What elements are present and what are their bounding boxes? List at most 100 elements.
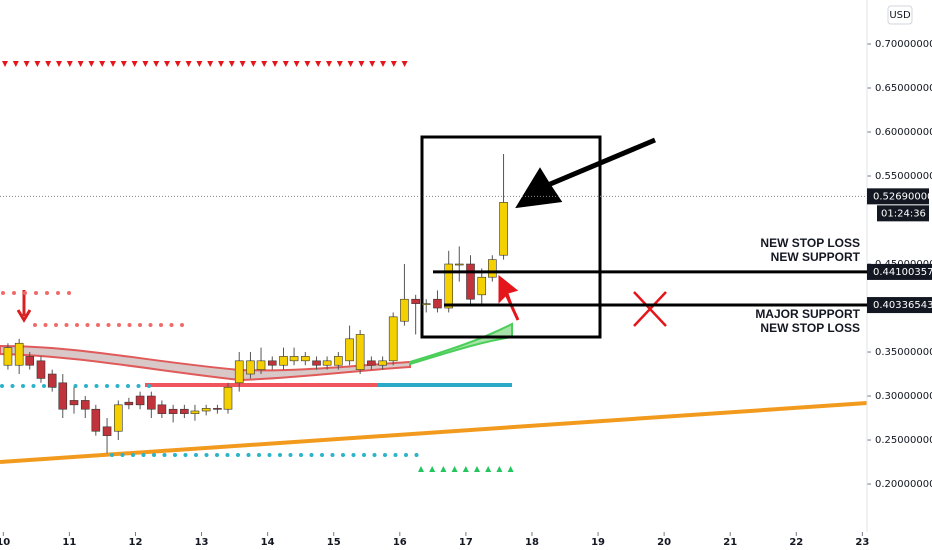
sell-marker xyxy=(250,61,257,67)
sell-marker xyxy=(282,61,289,67)
stop-dot xyxy=(73,384,78,388)
stop-dot xyxy=(236,453,240,457)
sell-marker xyxy=(315,61,322,67)
pointer-arrow xyxy=(515,137,656,209)
stop-dot xyxy=(147,384,151,388)
stop-dot xyxy=(106,323,111,327)
candle-body xyxy=(322,360,332,366)
sell-marker xyxy=(228,61,235,67)
buy-marker xyxy=(474,466,480,472)
candle-body xyxy=(400,298,409,322)
y-tick-label: 0.55000000 xyxy=(875,171,932,182)
candle-body xyxy=(113,404,123,432)
stop-dot xyxy=(414,453,419,457)
stop-dot xyxy=(267,453,272,457)
sell-marker xyxy=(304,61,311,67)
stop-dot xyxy=(120,453,125,457)
stop-dot xyxy=(96,323,100,327)
stop-dot xyxy=(34,291,38,295)
buy-marker xyxy=(496,466,503,472)
sell-marker xyxy=(261,61,268,67)
sell-marker xyxy=(401,61,408,67)
last-price-label: 0.52690000 xyxy=(873,191,932,202)
sell-marker xyxy=(12,61,19,67)
candle-body xyxy=(180,408,189,414)
sell-marker xyxy=(34,61,41,67)
buy-marker xyxy=(507,466,514,472)
stop-dot xyxy=(372,453,377,457)
x-tick-label: 21 xyxy=(723,537,737,548)
sell-marker xyxy=(272,61,278,67)
candle-body xyxy=(246,360,255,375)
sell-marker xyxy=(23,61,30,67)
sell-marker xyxy=(56,61,62,67)
x-tick-label: 13 xyxy=(195,537,209,548)
x-tick-label: 11 xyxy=(62,537,76,548)
stop-dot xyxy=(33,323,37,327)
sell-marker xyxy=(99,61,106,67)
stop-dot xyxy=(136,384,141,388)
stop-dot xyxy=(159,323,163,327)
y-tick-label: 0.30000000 xyxy=(875,391,932,402)
ma-band xyxy=(0,344,411,382)
candle-body xyxy=(91,408,101,432)
x-tick-label: 17 xyxy=(459,537,473,548)
candle-body xyxy=(345,338,354,362)
sell-marker xyxy=(293,61,300,67)
level-annotation: NEW STOP LOSS xyxy=(760,236,860,250)
candle-body xyxy=(312,360,321,366)
sell-marker xyxy=(45,61,52,67)
x-tick-label: 15 xyxy=(327,537,341,548)
candle-body xyxy=(267,360,277,366)
sell-marker xyxy=(88,61,95,67)
stop-dot xyxy=(138,323,142,327)
candle-body xyxy=(289,356,299,362)
x-tick-label: 12 xyxy=(129,537,143,548)
sell-marker xyxy=(336,61,343,67)
sell-marker xyxy=(380,61,386,67)
stop-dot xyxy=(246,453,251,457)
stop-dot xyxy=(21,384,25,388)
candle-body xyxy=(301,356,310,362)
sell-marker xyxy=(142,61,149,67)
level-annotation: NEW SUPPORT xyxy=(771,250,861,264)
stop-dot xyxy=(173,453,177,457)
candle-body xyxy=(488,259,497,278)
buy-marker xyxy=(440,466,447,472)
currency-box xyxy=(887,5,913,25)
candle-body xyxy=(223,386,233,410)
sell-marker xyxy=(358,61,365,67)
candle-body xyxy=(433,298,442,309)
stop-dot xyxy=(117,323,121,327)
y-tick-label: 0.60000000 xyxy=(875,127,932,138)
stop-dot xyxy=(126,384,130,388)
candle-body xyxy=(466,263,475,300)
x-tick-label: 20 xyxy=(657,537,671,548)
stop-dot xyxy=(351,453,356,457)
stop-dot xyxy=(204,453,209,457)
candle-body xyxy=(47,373,57,388)
buy-marker xyxy=(418,466,424,472)
stop-dot xyxy=(84,384,88,388)
stop-dot xyxy=(43,323,48,327)
sell-marker xyxy=(174,61,181,67)
candle-body xyxy=(157,404,167,414)
candle-body xyxy=(168,408,178,414)
stop-dot xyxy=(23,291,27,295)
x-tick-label: 16 xyxy=(393,537,407,548)
stop-dot xyxy=(85,323,90,327)
stop-dot xyxy=(341,453,345,457)
sell-marker xyxy=(164,61,170,67)
x-tick-label: 23 xyxy=(855,537,869,548)
stop-dot xyxy=(362,453,366,457)
y-tick-label: 0.20000000 xyxy=(875,479,932,490)
level-annotation: MAJOR SUPPORT xyxy=(755,307,860,321)
indicators xyxy=(0,61,868,472)
stop-dot xyxy=(152,453,156,457)
buy-marker xyxy=(429,466,436,472)
cross-mark xyxy=(633,291,667,327)
buy-marker xyxy=(485,466,492,472)
candle-body xyxy=(367,360,376,366)
candle-body xyxy=(378,360,387,366)
